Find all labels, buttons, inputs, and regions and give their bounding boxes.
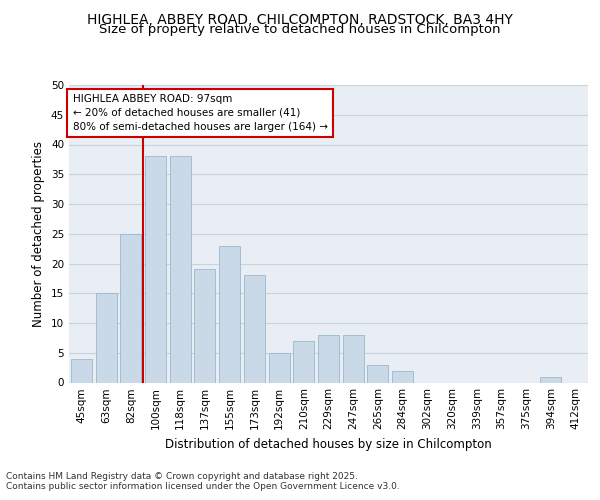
Text: HIGHLEA ABBEY ROAD: 97sqm
← 20% of detached houses are smaller (41)
80% of semi-: HIGHLEA ABBEY ROAD: 97sqm ← 20% of detac… — [73, 94, 328, 132]
Bar — [367, 364, 388, 382]
Bar — [269, 353, 290, 382]
Y-axis label: Number of detached properties: Number of detached properties — [32, 141, 46, 327]
Bar — [120, 234, 141, 382]
Bar — [392, 370, 413, 382]
Bar — [95, 293, 116, 382]
Bar — [541, 376, 562, 382]
Bar — [343, 335, 364, 382]
Text: HIGHLEA, ABBEY ROAD, CHILCOMPTON, RADSTOCK, BA3 4HY: HIGHLEA, ABBEY ROAD, CHILCOMPTON, RADSTO… — [87, 12, 513, 26]
Bar — [244, 276, 265, 382]
Text: Contains HM Land Registry data © Crown copyright and database right 2025.: Contains HM Land Registry data © Crown c… — [6, 472, 358, 481]
Bar — [318, 335, 339, 382]
Bar — [194, 270, 215, 382]
Bar — [145, 156, 166, 382]
Bar — [170, 156, 191, 382]
Text: Contains public sector information licensed under the Open Government Licence v3: Contains public sector information licen… — [6, 482, 400, 491]
Bar — [71, 358, 92, 382]
X-axis label: Distribution of detached houses by size in Chilcompton: Distribution of detached houses by size … — [165, 438, 492, 451]
Bar — [219, 246, 240, 382]
Text: Size of property relative to detached houses in Chilcompton: Size of property relative to detached ho… — [99, 22, 501, 36]
Bar — [293, 341, 314, 382]
